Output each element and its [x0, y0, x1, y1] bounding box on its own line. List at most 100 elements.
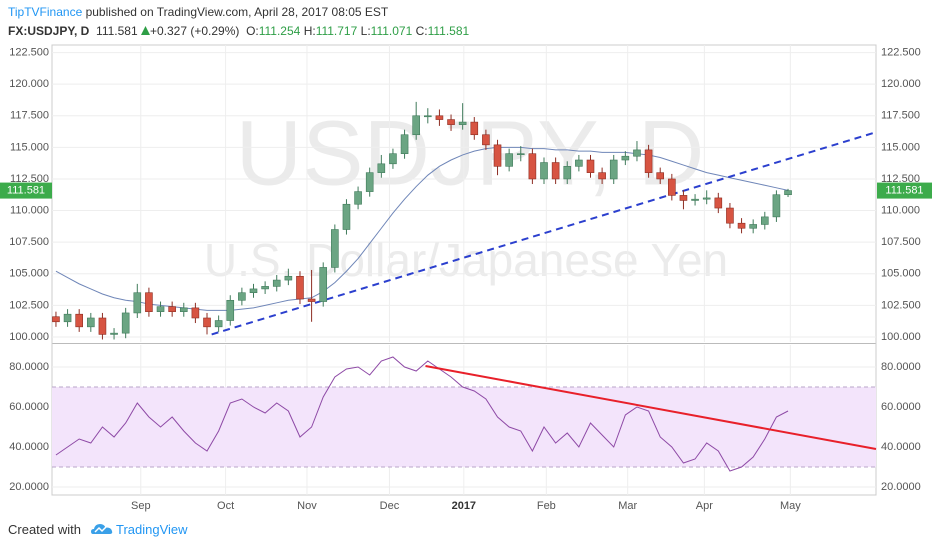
candle-body	[191, 307, 200, 319]
candle-body	[470, 121, 479, 136]
ohlc-label: L:	[360, 24, 371, 38]
x-tick-label: Dec	[380, 500, 400, 512]
symbol-line: FX:USDJPY, D 111.581 +0.327 (+0.29%) O:1…	[8, 24, 469, 38]
y-tick-label: 117.500	[10, 110, 49, 122]
candle-body	[98, 317, 107, 335]
trendline	[425, 365, 877, 450]
x-tick-label: Sep	[131, 500, 151, 512]
candle-body	[679, 195, 688, 201]
candle-body	[156, 306, 165, 312]
candle-body	[214, 320, 223, 328]
candle-body	[714, 197, 723, 209]
y-tick-label: 100.000	[9, 331, 49, 343]
y-tick-label: 102.500	[881, 299, 921, 311]
candle-body	[609, 159, 618, 180]
candle-body	[598, 172, 606, 180]
candle-body	[272, 279, 281, 287]
candle-body	[784, 190, 792, 196]
candle-body	[52, 316, 60, 323]
candle-body	[307, 298, 316, 302]
y-tick-label: 115.000	[10, 141, 49, 153]
candle-body	[75, 313, 83, 328]
grid-layer	[52, 45, 876, 495]
y-tick-label: 112.500	[10, 173, 49, 185]
y-tick-label: 60.0000	[881, 401, 921, 413]
candle-body	[377, 163, 386, 173]
y-tick-label: 107.500	[9, 236, 49, 248]
candle-body	[412, 115, 420, 136]
candle-body	[354, 191, 362, 205]
y-tick-label: 40.0000	[9, 441, 49, 453]
change: +0.327 (+0.29%)	[149, 24, 240, 38]
x-tick-label: 2017	[452, 500, 476, 512]
y-tick-label: 122.500	[881, 46, 921, 58]
candle-body	[87, 317, 95, 328]
y-tick-label: 122.500	[9, 46, 49, 58]
y-tick-label: 105.000	[881, 268, 921, 280]
candle-body	[702, 197, 711, 200]
y-tick-label: 120.000	[9, 78, 49, 90]
y-tick-label: 80.0000	[9, 361, 49, 373]
candle-body	[145, 292, 153, 312]
header-line: TipTVFinance published on TradingView.co…	[8, 5, 388, 19]
candle-body	[668, 178, 676, 196]
candle-body	[435, 115, 444, 120]
rsi-line	[55, 356, 789, 472]
candle-body	[365, 172, 374, 192]
candle-body	[482, 134, 490, 146]
last-price: 111.581	[96, 24, 138, 38]
candle-body	[296, 275, 304, 300]
candle-body	[133, 292, 142, 314]
author[interactable]: TipTVFinance	[8, 5, 83, 19]
candle-body	[63, 313, 72, 323]
y-tick-label: 20.0000	[9, 481, 49, 493]
candle-body	[575, 159, 583, 167]
candle-body	[400, 134, 409, 154]
moving-average	[55, 146, 789, 311]
candle-body	[226, 299, 235, 321]
candle-body	[424, 115, 432, 118]
y-tick-label: 60.0000	[9, 401, 49, 413]
low-value: 111.071	[370, 24, 413, 38]
price-tag	[0, 182, 52, 199]
candle-body	[203, 317, 211, 328]
candle-body	[458, 121, 467, 125]
ohlc-label: H:	[303, 24, 316, 38]
candle-body	[168, 306, 176, 312]
x-tick-label: Feb	[537, 500, 556, 512]
candle-body	[319, 267, 328, 302]
tradingview-link[interactable]: TradingView	[116, 522, 188, 537]
candle-body	[551, 162, 560, 180]
candle-body	[110, 332, 118, 335]
y-tick-label: 100.000	[881, 331, 921, 343]
x-tick-label: Mar	[618, 500, 637, 512]
candle-body	[238, 292, 246, 301]
publish-info: published on TradingView.com, April 28, …	[82, 5, 389, 19]
candle-body	[633, 149, 641, 157]
tradingview-logo	[90, 524, 112, 534]
y-tick-label: 110.000	[881, 204, 920, 216]
mark-layer	[52, 101, 877, 472]
y-tick-label: 80.0000	[881, 361, 921, 373]
candle-body	[331, 229, 339, 268]
candle-body	[528, 153, 537, 180]
ohlc-label: O:	[246, 24, 259, 38]
price-tag	[877, 182, 932, 199]
watermark-symbol: USDJPY, D	[236, 102, 705, 204]
price-tag-label: 111.581	[7, 184, 45, 196]
y-tick-label: 40.0000	[881, 441, 921, 453]
y-tick-label: 115.000	[881, 141, 920, 153]
candle-body	[284, 275, 293, 281]
candle-body	[737, 222, 746, 229]
candle-body	[249, 288, 258, 294]
y-tick-label: 112.500	[881, 173, 920, 185]
y-tick-label: 120.000	[881, 78, 921, 90]
up-arrow	[140, 26, 150, 35]
candle-body	[563, 166, 572, 180]
x-tick-label: May	[780, 500, 801, 512]
rsi-band	[52, 387, 876, 467]
y-tick-label: 105.000	[9, 268, 49, 280]
candle-body	[342, 203, 351, 230]
footer: Created with TradingView	[8, 522, 188, 537]
